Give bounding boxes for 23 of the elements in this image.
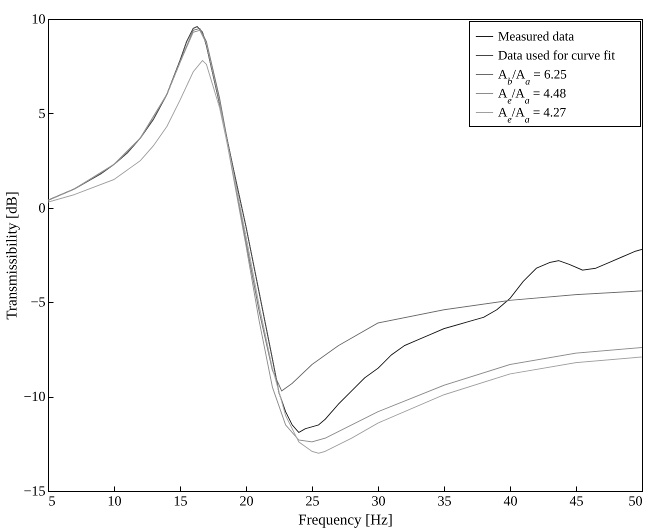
y-tick-label: −15 — [24, 484, 46, 500]
x-tick-label: 5 — [48, 494, 56, 510]
legend-label: A$_{e}$/A$_{a}$ = 4.48 — [498, 86, 566, 106]
x-axis-title: Frequency [Hz] — [298, 512, 393, 528]
x-tick-label: 50 — [628, 494, 642, 510]
y-tick-label: −5 — [30, 296, 46, 311]
y-tick-label: 5 — [38, 106, 46, 122]
x-tick-label: 30 — [372, 494, 386, 510]
y-axis-title: Transmissibility [dB] — [4, 191, 21, 320]
x-tick-label: 45 — [570, 494, 584, 510]
x-tick-label: 20 — [240, 494, 254, 510]
legend-label: A$_{b}$/A$_{a}$ = 6.25 — [498, 66, 567, 87]
y-tick-label: −10 — [24, 390, 46, 406]
x-tick-label: 40 — [504, 494, 518, 510]
x-tick-label: 25 — [306, 494, 320, 510]
y-tick-label: 0 — [38, 201, 46, 216]
legend-label: Data used for curve fit — [498, 48, 616, 62]
legend-label: Measured data — [498, 28, 574, 44]
legend-label: A$_{e}$/A$_{a}$ = 4.27 — [498, 104, 567, 125]
x-tick-label: 35 — [438, 494, 452, 510]
x-tick-label: 15 — [174, 494, 188, 510]
y-tick-label: 10 — [32, 12, 46, 28]
x-tick-label: 10 — [108, 494, 122, 510]
